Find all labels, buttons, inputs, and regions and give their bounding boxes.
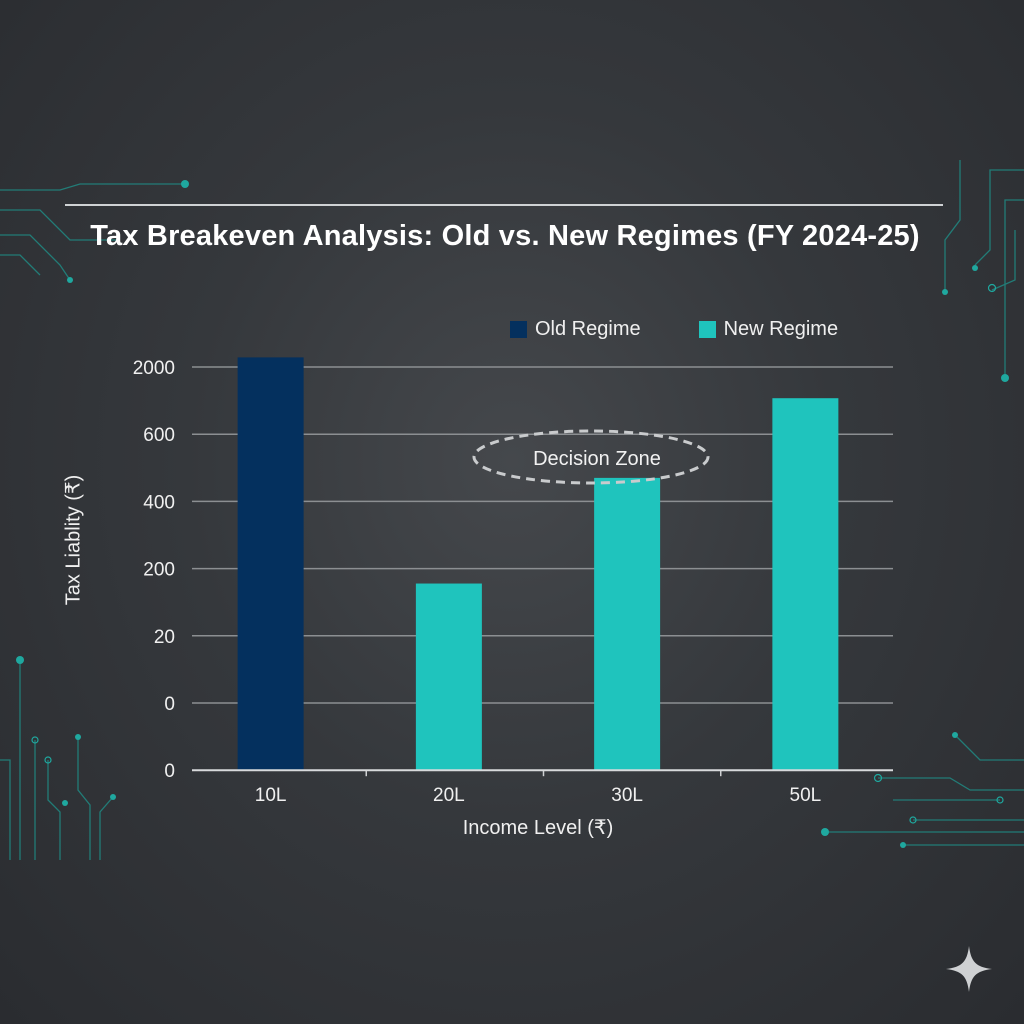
x-tick-label: 30L bbox=[611, 785, 643, 806]
y-tick-label: 400 bbox=[143, 492, 175, 513]
x-tick-label: 50L bbox=[790, 785, 822, 806]
title-rule bbox=[65, 204, 943, 206]
legend-item-new-regime: New Regime bbox=[698, 318, 839, 341]
legend: Old Regime New Regime bbox=[510, 318, 838, 341]
x-axis-label: Income Level (₹) bbox=[462, 817, 614, 839]
legend-label-old: Old Regime bbox=[535, 318, 641, 340]
legend-swatch-old bbox=[510, 321, 527, 338]
y-tick-label: 2000 bbox=[133, 358, 175, 379]
legend-swatch-new bbox=[698, 321, 716, 338]
x-tick-label: 20L bbox=[433, 785, 465, 806]
bar-new-regime-20L bbox=[415, 583, 482, 771]
bar-new-regime-50L bbox=[772, 398, 839, 771]
y-tick-label: 20 bbox=[154, 627, 175, 648]
y-tick-label: 0 bbox=[164, 694, 175, 715]
decision-zone-ellipse bbox=[472, 429, 710, 485]
y-tick-label: 600 bbox=[143, 425, 175, 446]
legend-label-new: New Regime bbox=[723, 318, 839, 340]
y-axis-label: Tax Liablity (₹) bbox=[62, 474, 85, 606]
bar-old-regime-10L bbox=[237, 357, 304, 771]
legend-item-old-regime: Old Regime bbox=[510, 318, 641, 341]
bar-new-regime-30L bbox=[594, 477, 661, 771]
x-tick-label: 10L bbox=[255, 785, 287, 806]
y-tick-label: 200 bbox=[143, 560, 175, 581]
decision-zone-label: Decision Zone bbox=[533, 448, 661, 470]
sparkle-icon bbox=[946, 946, 992, 992]
y-tick-label: 0 bbox=[164, 761, 175, 782]
chart-title: Tax Breakeven Analysis: Old vs. New Regi… bbox=[90, 220, 920, 252]
